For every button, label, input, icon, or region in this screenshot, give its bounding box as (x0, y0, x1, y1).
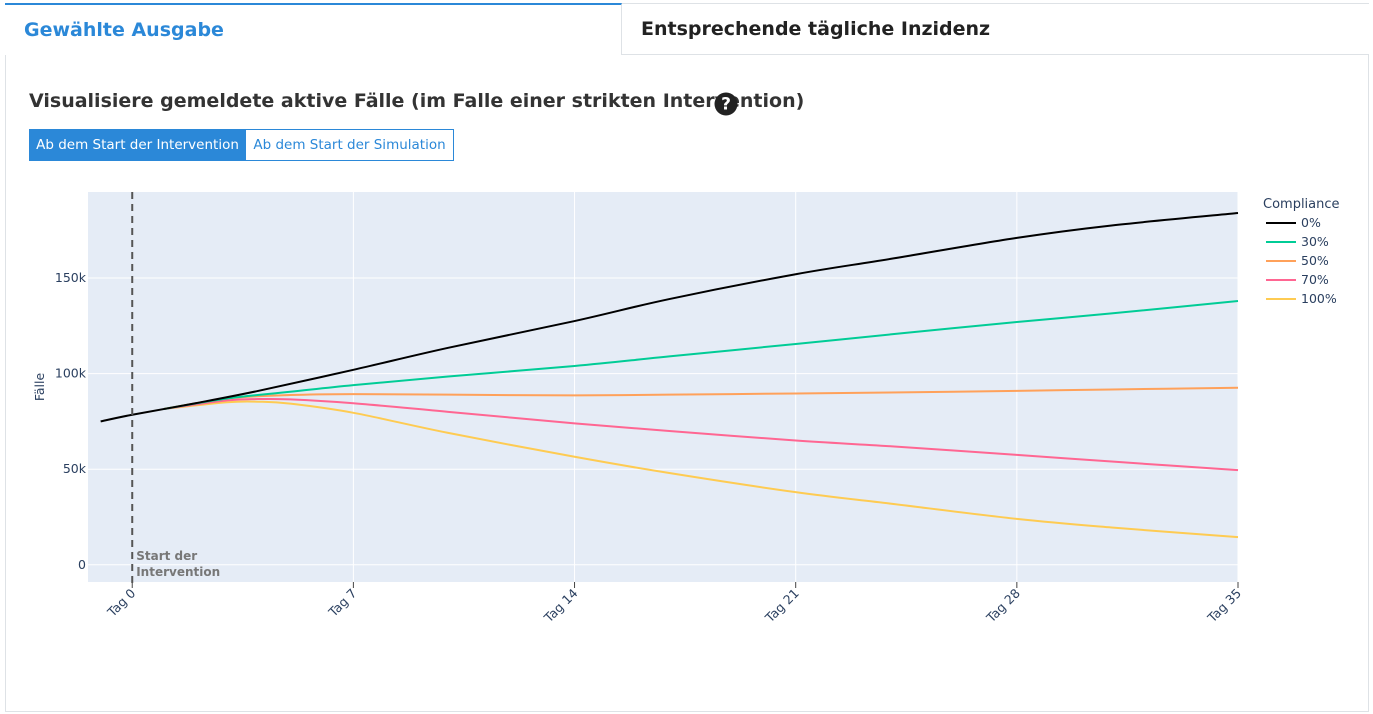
legend-item-label: 30% (1301, 234, 1329, 249)
series-lines (100, 212, 1239, 539)
from-simulation-button[interactable]: Ab dem Start der Simulation (246, 129, 454, 161)
y-tick-label: 0 (78, 557, 86, 572)
legend: Compliance 0% 30% 50% 70% 100% (1263, 197, 1340, 306)
series-line-30pct (163, 299, 1239, 410)
series-line-50pct (163, 386, 1239, 410)
legend-item-label: 50% (1301, 253, 1329, 268)
legend-item-label: 0% (1301, 215, 1321, 230)
svg-text:?: ? (721, 95, 731, 115)
y-axis-label: Fälle (32, 373, 47, 402)
y-tick-label: 150k (55, 270, 87, 285)
annotation-text: Intervention (136, 565, 220, 579)
x-tick-label: Tag 28 (983, 585, 1023, 625)
x-tick-label: Tag 7 (325, 586, 360, 621)
x-tick-label: Tag 21 (761, 586, 801, 626)
tab-taegliche-inzidenz[interactable]: Entsprechende tägliche Inzidenz (622, 3, 1369, 55)
x-tick-label: Tag 14 (540, 585, 580, 625)
legend-item-label: 100% (1301, 291, 1337, 306)
tab-gewaehlte-ausgabe[interactable]: Gewählte Ausgabe (5, 3, 622, 55)
x-axis-ticks: Tag 0 Tag 7 Tag 14 Tag 21 Tag 28 Tag 35 (104, 582, 1244, 626)
question-circle-icon[interactable]: ? (714, 92, 738, 116)
y-tick-label: 50k (63, 461, 87, 476)
y-axis-ticks: 0 50k 100k 150k (55, 270, 87, 572)
page-title: Visualisiere gemeldete aktive Fälle (im … (29, 90, 805, 112)
legend-title: Compliance (1263, 197, 1340, 212)
tab-bar: Gewählte Ausgabe Entsprechende tägliche … (5, 3, 1369, 55)
intervention-annotation: Start der Intervention (131, 192, 220, 586)
x-tick-label: Tag 0 (104, 585, 139, 620)
series-line-100pct (163, 400, 1239, 539)
from-intervention-button[interactable]: Ab dem Start der Intervention (29, 129, 246, 161)
legend-item-label: 70% (1301, 272, 1329, 287)
y-tick-label: 100k (55, 366, 87, 381)
annotation-text: Start der (136, 549, 197, 563)
gridlines (88, 192, 1239, 582)
series-line-0pct (100, 212, 1239, 423)
view-toggle: Ab dem Start der Intervention Ab dem Sta… (29, 129, 454, 161)
x-tick-label: Tag 35 (1204, 586, 1244, 626)
series-line-70pct (163, 397, 1239, 472)
